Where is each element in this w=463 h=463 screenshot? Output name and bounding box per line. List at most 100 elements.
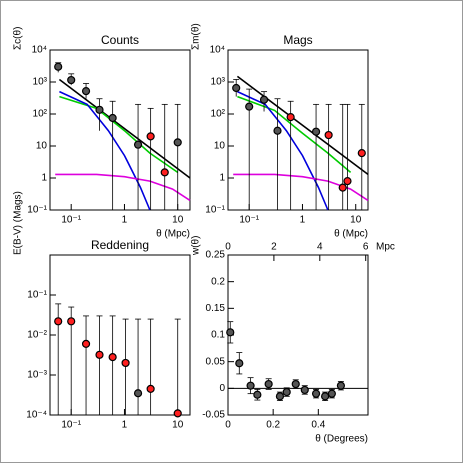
y-tick-label: 0.25: [206, 250, 226, 261]
data-point: [121, 358, 130, 368]
y-tick-label: 10³: [211, 77, 226, 88]
panel-title: Mags: [283, 33, 312, 47]
x-tick-label: 10: [350, 215, 362, 226]
x-label: θ (Degrees): [315, 434, 368, 445]
x-tick-label: 1: [122, 215, 128, 226]
model-curve: [55, 173, 191, 202]
data-point: [311, 127, 321, 136]
x-tick-label: 10: [172, 420, 184, 431]
y-tick-label: 0.05: [206, 356, 226, 367]
x2-label: Mpc: [376, 242, 395, 253]
y-tick-label: 10³: [33, 77, 48, 88]
data-point: [54, 62, 63, 71]
data-point: [67, 317, 76, 326]
data-point: [286, 113, 295, 122]
y-tick-label: 0.1: [211, 330, 225, 341]
x-tick-label: 10: [172, 215, 184, 226]
y-tick-label: 1: [41, 173, 47, 184]
y-tick-label: 1: [219, 173, 225, 184]
panel-title: Counts: [101, 33, 139, 47]
x2-tick-label: 6: [363, 242, 369, 253]
x-label: θ (Mpc): [156, 229, 190, 240]
x-tick-label: 10⁻¹: [239, 215, 259, 226]
data-point: [81, 339, 91, 348]
x2-tick-label: 0: [225, 242, 231, 253]
data-point: [253, 390, 262, 399]
model-curve: [59, 95, 179, 174]
data-point: [146, 384, 155, 393]
model-curve: [58, 78, 191, 179]
y-label: Σc(θ): [13, 27, 24, 50]
data-point: [95, 350, 104, 359]
y-tick-label: 10⁴: [32, 45, 47, 56]
data-point: [245, 102, 254, 111]
data-point: [226, 328, 235, 337]
data-point: [282, 387, 291, 397]
data-point: [259, 95, 269, 104]
model-curve: [236, 75, 369, 176]
data-point: [54, 317, 63, 326]
data-point: [327, 389, 336, 398]
data-point: [133, 140, 143, 149]
y-label: w(θ): [191, 236, 202, 256]
y-tick-label: 10⁻¹: [27, 290, 47, 301]
data-point: [133, 389, 143, 398]
x-tick-label: 0.4: [311, 420, 325, 431]
x-label: θ (Mpc): [334, 229, 368, 240]
y-tick-label: 10⁻²: [27, 330, 47, 341]
y-tick-label: 10²: [211, 109, 226, 120]
data-point: [324, 130, 333, 140]
panel-title: Reddening: [91, 238, 149, 252]
data-point: [108, 113, 117, 123]
y-tick-label: 0: [219, 383, 225, 394]
model-curve: [237, 90, 329, 211]
x2-tick-label: 4: [317, 242, 323, 253]
data-point: [343, 177, 352, 186]
y-label: Σm(θ): [191, 23, 202, 50]
data-point: [95, 105, 104, 114]
y-tick-label: 0.15: [206, 303, 226, 314]
x-tick-label: 0.2: [266, 420, 280, 431]
data-point: [246, 381, 255, 390]
data-point: [81, 86, 91, 96]
data-point: [146, 132, 155, 141]
data-point: [336, 381, 346, 390]
model-curve: [233, 173, 369, 202]
x-tick-label: 1: [300, 215, 306, 226]
axes-box: [227, 49, 369, 211]
data-point: [291, 379, 300, 389]
data-point: [273, 126, 282, 135]
data-point: [108, 353, 117, 362]
axes-box: [49, 49, 191, 211]
x2-tick-label: 2: [271, 242, 277, 253]
data-point: [275, 392, 285, 401]
data-point: [67, 75, 76, 85]
y-tick-label: 10: [214, 141, 226, 152]
y-tick-label: -0.05: [202, 410, 225, 421]
y-tick-label: 10⁻⁴: [26, 410, 47, 421]
model-curve: [59, 90, 151, 211]
data-point: [264, 379, 273, 389]
x-tick-label: 0: [225, 420, 231, 431]
y-tick-label: 10⁴: [210, 45, 225, 56]
data-point: [338, 183, 347, 192]
y-tick-label: 10⁻¹: [205, 205, 225, 216]
data-point: [173, 138, 182, 147]
x-tick-label: 1: [122, 420, 128, 431]
data-point: [160, 168, 169, 177]
x-tick-label: 10⁻¹: [61, 215, 81, 226]
data-point: [173, 409, 182, 418]
y-tick-label: 10²: [33, 109, 48, 120]
y-tick-label: 0.2: [211, 276, 225, 287]
data-point: [311, 389, 321, 398]
x-tick-label: 10⁻¹: [61, 420, 81, 431]
y-label: E(B-V) (Mags): [13, 191, 24, 255]
data-point: [357, 148, 366, 158]
data-point: [235, 359, 244, 368]
y-tick-label: 10: [36, 141, 48, 152]
model-curve: [237, 95, 352, 174]
data-point: [320, 392, 330, 401]
y-tick-label: 10⁻³: [27, 370, 47, 381]
